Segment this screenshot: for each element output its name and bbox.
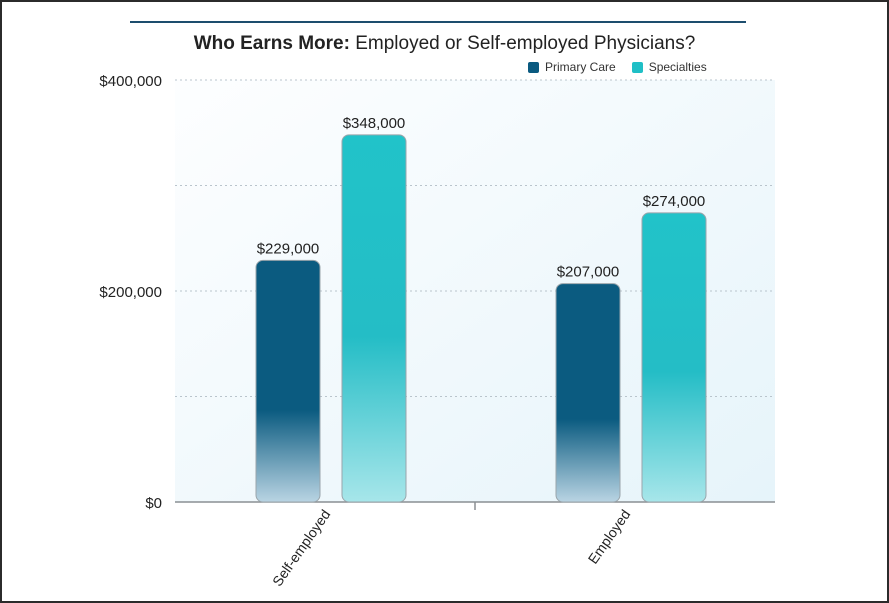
legend-item-specialties: Specialties (631, 60, 707, 74)
legend-swatch-specialties (631, 61, 643, 73)
data-labels: $229,000 $348,000 $207,000 $274,000 (257, 115, 706, 281)
legend-label-specialties: Specialties (648, 60, 707, 74)
legend: Primary Care Specialties (528, 60, 723, 74)
data-label: $207,000 (557, 264, 620, 281)
legend-swatch-primary-care (528, 61, 539, 73)
y-tick-label: $400,000 (99, 73, 162, 90)
chart-title-rest: Employed or Self-employed Physicians? (355, 33, 696, 54)
bar-specialties (341, 134, 407, 503)
chart-title-bold: Who Earns More: (193, 33, 350, 54)
chart-title: Who Earns More: Employed or Self-employe… (0, 33, 889, 55)
bar-primary-care (255, 259, 321, 503)
x-tick-label: Self-employed (269, 507, 333, 589)
bar-specialties (641, 212, 707, 503)
data-label: $229,000 (257, 240, 320, 257)
bar-primary-care (555, 283, 621, 503)
legend-item-primary-care: Primary Care (528, 60, 616, 74)
x-tick-label: Employed (585, 507, 634, 567)
y-tick-label: $200,000 (99, 284, 162, 301)
data-label: $274,000 (643, 193, 706, 210)
data-label: $348,000 (343, 115, 406, 132)
title-rule (130, 21, 746, 23)
legend-label-primary-care: Primary Care (545, 60, 616, 74)
y-tick-label: $0 (145, 495, 162, 512)
bars (255, 134, 707, 503)
